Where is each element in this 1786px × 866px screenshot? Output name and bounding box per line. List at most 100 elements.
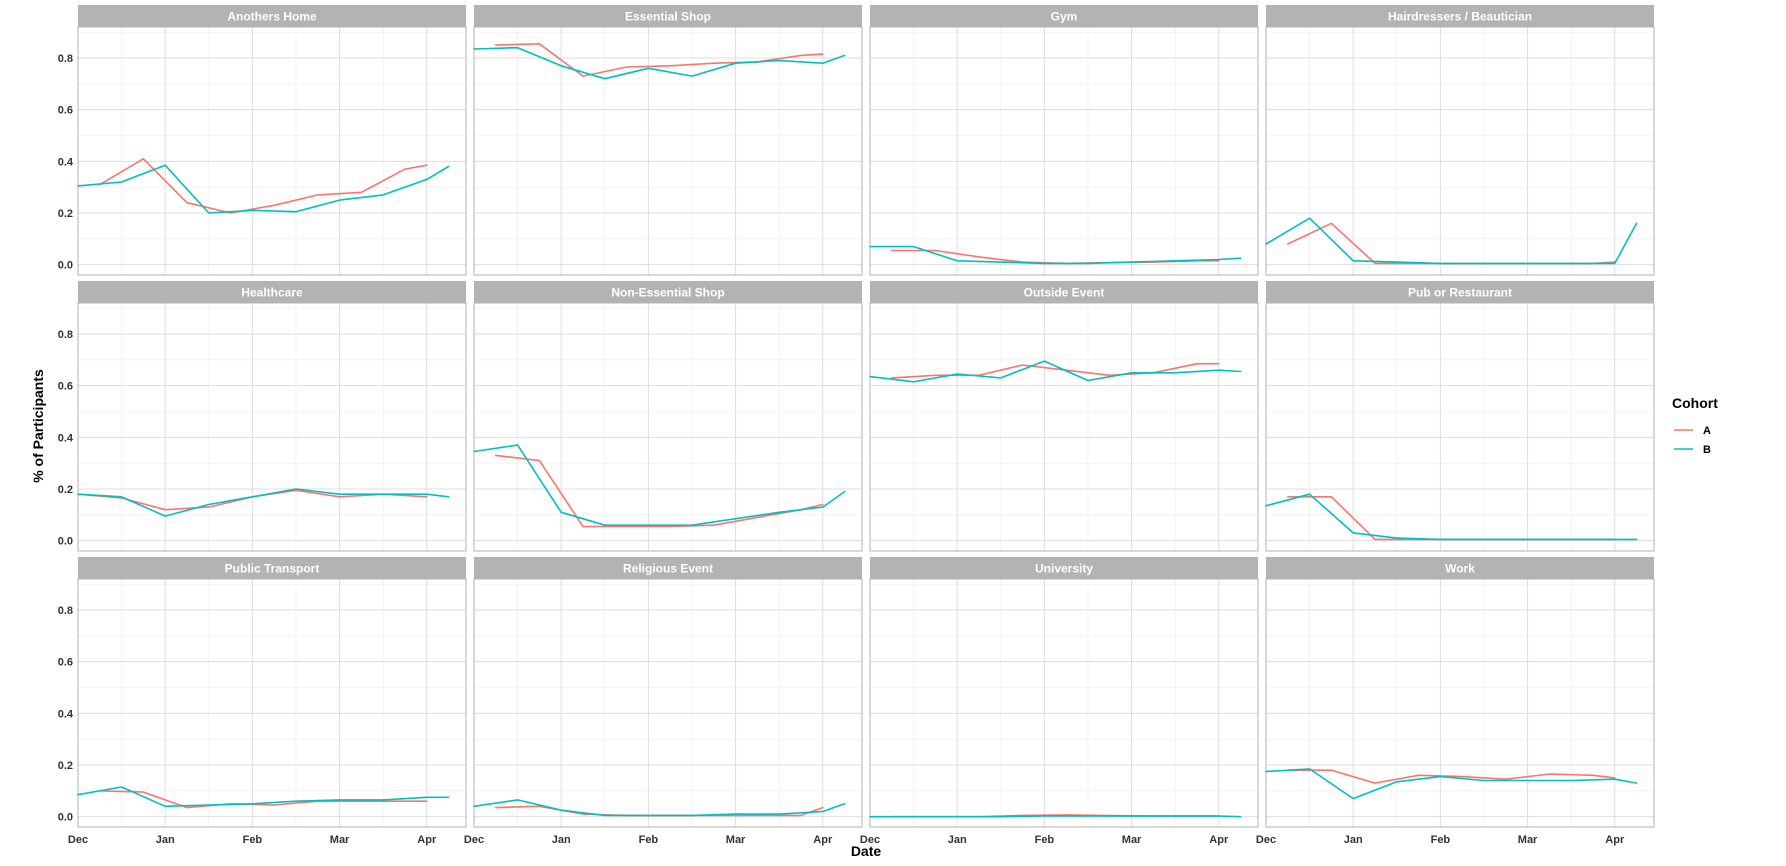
strip-label-university: University (1035, 562, 1093, 576)
y-tick-label: 0.0 (58, 812, 73, 824)
series-line-a-public-transport (99, 789, 428, 809)
panel-religious-event: Religious Event Dec Jan Feb Mar Apr (464, 557, 863, 846)
panel-border (869, 578, 1259, 828)
panel-work: Work Dec Jan Feb Mar Apr (1256, 557, 1655, 846)
series-line-a-essential-shop (494, 42, 824, 77)
series-line-b-outside-event (869, 360, 1242, 383)
panel-non-essential-shop: Non-Essential Shop (473, 281, 863, 552)
legend: Cohort A B (1672, 395, 1718, 456)
strip-label-public-transport: Public Transport (225, 562, 320, 576)
x-tick-label: Feb (1035, 834, 1055, 846)
x-tick-label: Jan (1344, 834, 1363, 846)
strip-anothers-home (78, 5, 466, 27)
panel-border (77, 302, 467, 552)
y-tick-label: 0.6 (58, 105, 73, 117)
y-tick-label: 0.2 (58, 208, 73, 220)
strip-university (870, 557, 1258, 579)
legend-title: Cohort (1672, 395, 1718, 411)
strip-label-anothers-home: Anothers Home (227, 10, 317, 24)
y-tick-label: 0.8 (58, 53, 73, 65)
strip-label-essential-shop: Essential Shop (625, 10, 711, 24)
strip-label-healthcare: Healthcare (241, 286, 303, 300)
strip-label-non-essential-shop: Non-Essential Shop (611, 286, 724, 300)
strip-healthcare (78, 281, 466, 303)
series-line-a-hairdressers-beautician (1287, 222, 1616, 265)
strip-essential-shop (474, 5, 862, 27)
series-line-b-university (869, 815, 1242, 818)
panel-healthcare: Healthcare 0.0 0.2 0.4 0.6 0.8 (58, 281, 467, 552)
y-tick-label: 0.4 (58, 156, 74, 168)
y-tick-label: 0.8 (58, 605, 73, 617)
legend-label-a: A (1703, 425, 1711, 437)
x-axis-title: Date (851, 843, 882, 859)
strip-public-transport (78, 557, 466, 579)
x-tick-label: Mar (1122, 834, 1142, 846)
series-line-a-work (1287, 769, 1616, 784)
panel-hairdressers-beautician: Hairdressers / Beautician (1265, 5, 1655, 276)
panel-anothers-home: Anothers Home 0.0 0.2 0.4 0.6 0.8 (58, 5, 467, 276)
series-line-b-public-transport (77, 786, 450, 808)
series-line-a-anothers-home (404, 164, 428, 170)
y-tick-label: 0.6 (58, 381, 73, 393)
series-line-b-hairdressers-beautician (1265, 217, 1638, 265)
x-tick-label: Apr (1209, 834, 1229, 846)
x-tick-label: Apr (417, 834, 437, 846)
strip-non-essential-shop (474, 281, 862, 303)
y-tick-label: 0.0 (58, 260, 73, 272)
panel-pub-or-restaurant: Pub or Restaurant (1265, 281, 1655, 552)
x-tick-label: Mar (330, 834, 350, 846)
panel-public-transport: Public Transport 0.0 0.2 0.4 0.6 0.8 Dec Jan Feb… (58, 557, 467, 846)
x-tick-label: Dec (860, 834, 880, 846)
y-tick-label: 0.4 (58, 708, 74, 720)
strip-outside-event (870, 281, 1258, 303)
strip-hairdressers-beautician (1266, 5, 1654, 27)
series-line-b-gym (869, 245, 1242, 265)
strip-label-religious-event: Religious Event (623, 562, 713, 576)
panel-border (473, 578, 863, 828)
strip-pub-or-restaurant (1266, 281, 1654, 303)
panels: Anothers Home 0.0 0.2 0.4 0.6 0.8 Essential Sh… (58, 5, 1655, 846)
x-tick-label: Feb (243, 834, 263, 846)
series-line-a-anothers-home (99, 158, 406, 214)
x-tick-label: Mar (1518, 834, 1538, 846)
x-tick-label: Jan (156, 834, 175, 846)
panel-border (869, 302, 1259, 552)
x-tick-label: Apr (1605, 834, 1625, 846)
x-tick-label: Dec (1256, 834, 1276, 846)
strip-work (1266, 557, 1654, 579)
strip-label-hairdressers-beautician: Hairdressers / Beautician (1388, 10, 1532, 24)
strip-gym (870, 5, 1258, 27)
series-line-b-work (1265, 768, 1638, 800)
series-line-b-anothers-home (77, 164, 450, 214)
panel-border (473, 302, 863, 552)
panel-border (1265, 578, 1655, 828)
series-line-b-religious-event (473, 799, 846, 817)
x-tick-label: Feb (639, 834, 659, 846)
x-tick-label: Mar (726, 834, 746, 846)
x-tick-label: Jan (552, 834, 571, 846)
panel-border (77, 578, 467, 828)
panel-essential-shop: Essential Shop (473, 5, 863, 276)
x-tick-label: Feb (1431, 834, 1451, 846)
strip-label-work: Work (1445, 562, 1475, 576)
series-line-b-healthcare (77, 488, 450, 517)
series-line-b-essential-shop (473, 46, 846, 80)
y-tick-label: 0.0 (58, 536, 73, 548)
y-tick-label: 0.6 (58, 657, 73, 669)
panel-border (1265, 302, 1655, 552)
panel-border (1265, 26, 1655, 276)
x-tick-label: Apr (813, 834, 833, 846)
y-tick-label: 0.4 (58, 432, 74, 444)
strip-label-gym: Gym (1051, 10, 1078, 24)
y-tick-label: 0.2 (58, 484, 73, 496)
panel-university: University Dec Jan Feb Mar Apr (860, 557, 1259, 846)
y-tick-label: 0.2 (58, 760, 73, 772)
legend-label-b: B (1703, 444, 1711, 456)
x-tick-label: Jan (948, 834, 967, 846)
strip-label-pub-or-restaurant: Pub or Restaurant (1408, 286, 1512, 300)
y-tick-label: 0.8 (58, 329, 73, 341)
strip-religious-event (474, 557, 862, 579)
x-tick-label: Dec (68, 834, 88, 846)
panel-border (77, 26, 467, 276)
